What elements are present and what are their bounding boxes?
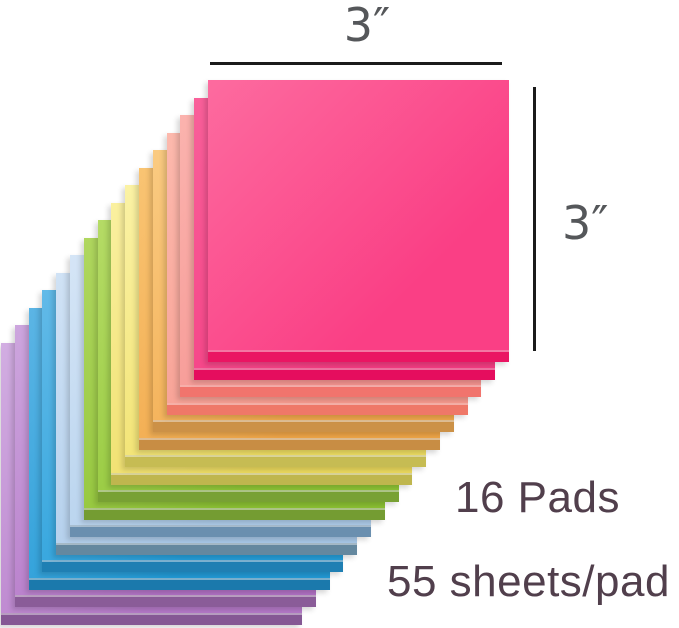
height-dimension-label: 3″	[562, 196, 609, 250]
pad-bottom-edge	[1, 612, 302, 625]
pad-bottom-edge	[125, 455, 427, 467]
width-dimension-label: 3″	[343, 0, 391, 52]
pad-bottom-edge	[152, 420, 454, 432]
pad-bottom-edge	[42, 560, 344, 572]
pad-bottom-edge	[180, 385, 482, 397]
pad-bottom-edge	[70, 525, 371, 537]
sticky-pad-neon-pink-pad-1	[208, 80, 509, 362]
pad-bottom-edge	[139, 437, 440, 450]
pad-bottom-edge	[166, 402, 468, 415]
sheets-per-pad-text: 55 sheets/pad	[387, 557, 670, 606]
pad-face	[208, 80, 509, 350]
pad-bottom-edge	[83, 507, 385, 520]
pad-bottom-edge	[14, 595, 316, 607]
pad-bottom-edge	[208, 350, 509, 362]
pad-bottom-edge	[28, 577, 330, 590]
pad-bottom-edge	[194, 367, 496, 380]
height-dimension-line	[533, 87, 536, 351]
pad-bottom-edge	[97, 490, 399, 502]
pad-bottom-edge	[111, 472, 413, 485]
width-dimension-line	[210, 62, 502, 65]
pad-bottom-edge	[56, 542, 358, 555]
pads-count-text: 16 Pads	[455, 473, 620, 522]
